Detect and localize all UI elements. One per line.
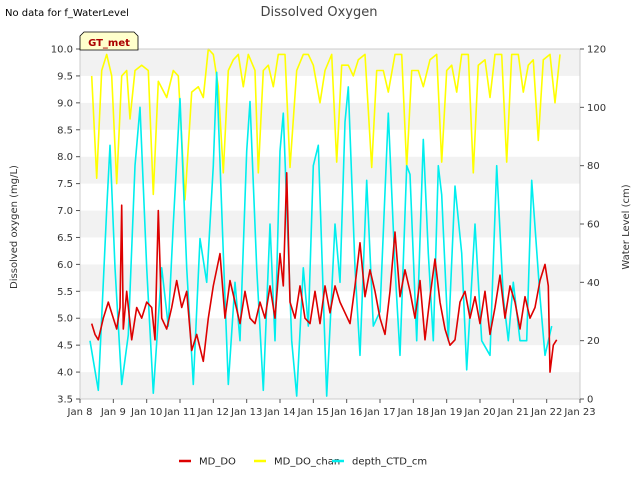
grid-band	[80, 210, 580, 238]
legend: MD_DO MD_DO_chan depth_CTD_cm	[179, 457, 427, 468]
x-tick-label: Jan 20	[463, 407, 495, 418]
y-tick-label: 9.0	[57, 98, 73, 109]
x-tick-label: Jan 10	[130, 407, 162, 418]
station-badge-label: GT_met	[88, 38, 130, 49]
grid-band	[80, 372, 580, 399]
y-tick-label: 6.5	[57, 233, 73, 244]
x-tick-label: Jan 23	[563, 407, 595, 418]
chart-title: Dissolved Oxygen	[261, 5, 378, 20]
grid-band	[80, 345, 580, 373]
y2-axis-label: Water Level (cm)	[621, 184, 632, 269]
x-axis-ticks: Jan 8 Jan 9 Jan 10 Jan 11 Jan 12 Jan 13 Jan 14…	[67, 399, 596, 418]
y-tick-label: 10.0	[51, 45, 73, 56]
y-tick-label: 3.5	[57, 395, 73, 406]
grid-band	[80, 237, 580, 265]
x-tick-label: Jan 17	[363, 407, 395, 418]
y-tick-label: 7.5	[57, 179, 73, 190]
x-tick-label: Jan 21	[497, 407, 529, 418]
x-tick-label: Jan 11	[163, 407, 195, 418]
series-layer	[89, 48, 561, 397]
series-line-md-do-chan	[90, 48, 561, 201]
legend-label: depth_CTD_cm	[352, 457, 427, 468]
x-tick-label: Jan 13	[230, 407, 262, 418]
grid-band	[80, 129, 580, 157]
x-tick-label: Jan 19	[430, 407, 462, 418]
x-tick-label: Jan 15	[297, 407, 329, 418]
series-line-depth-ctd-cm	[89, 71, 553, 397]
legend-label: MD_DO_chan	[274, 457, 340, 468]
grid-band	[80, 264, 580, 292]
y-tick-label: 8.5	[57, 125, 73, 136]
grid-band	[80, 183, 580, 211]
y-axis-label: Dissolved oxygen (mg/L)	[9, 165, 20, 289]
y-tick-label: 9.5	[57, 71, 73, 82]
x-tick-label: Jan 16	[330, 407, 362, 418]
y-tick-label: 8.0	[57, 152, 73, 163]
y-tick-label: 4.5	[57, 341, 73, 352]
x-tick-label: Jan 14	[263, 407, 295, 418]
y2-tick-label: 20	[587, 336, 600, 347]
y-tick-label: 6.0	[57, 260, 73, 271]
x-tick-label: Jan 12	[197, 407, 229, 418]
y-axis-ticks: 3.5 4.0 4.5 5.0 5.5 6.0 6.5 7.0 7.5 8.0 8.5 9.0 9.5 1…	[51, 45, 80, 406]
y-tick-label: 7.0	[57, 206, 73, 217]
grid-bands	[80, 49, 580, 399]
grid-band	[80, 75, 580, 103]
grid-band	[80, 49, 580, 76]
y2-tick-label: 60	[587, 220, 600, 231]
y2-tick-label: 100	[587, 103, 606, 114]
x-tick-label: Jan 9	[100, 407, 126, 418]
y2-tick-label: 120	[587, 45, 606, 56]
grid-band	[80, 102, 580, 130]
y-tick-label: 4.0	[57, 368, 73, 379]
y2-tick-label: 0	[587, 395, 593, 406]
y-tick-label: 5.5	[57, 287, 73, 298]
no-data-note: No data for f_WaterLevel	[5, 8, 129, 19]
station-badge: GT_met	[79, 31, 139, 51]
y2-axis-ticks: 0 20 40 60 80 100 120	[580, 45, 606, 406]
y2-tick-label: 40	[587, 278, 600, 289]
y-tick-label: 5.0	[57, 314, 73, 325]
y2-tick-label: 80	[587, 161, 600, 172]
x-tick-label: Jan 18	[397, 407, 429, 418]
legend-label: MD_DO	[199, 457, 236, 468]
series-line-md-do	[90, 172, 558, 373]
x-tick-label: Jan 8	[67, 407, 93, 418]
x-tick-label: Jan 22	[530, 407, 562, 418]
